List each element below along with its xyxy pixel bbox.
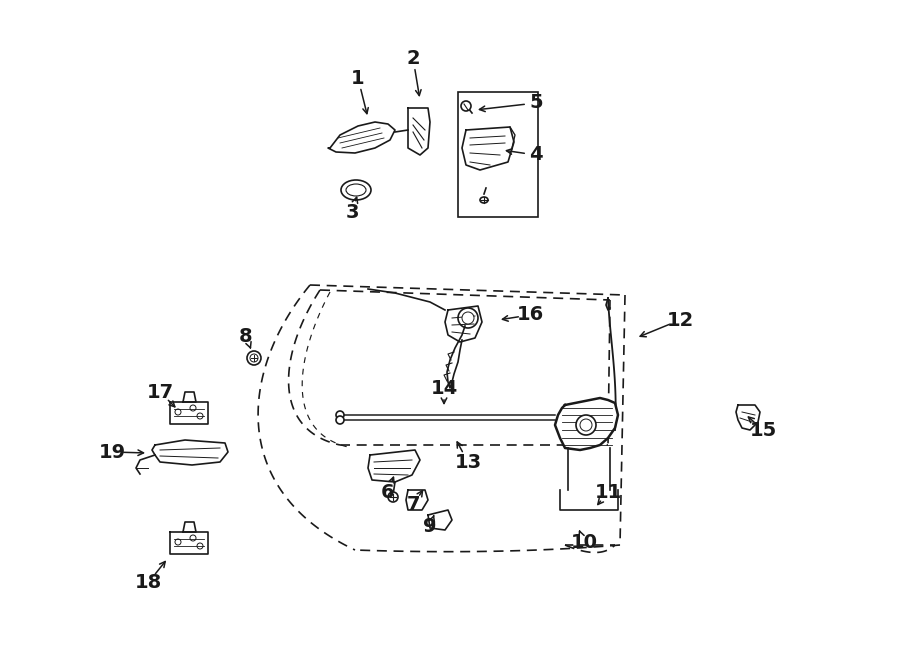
Text: 5: 5 [529,93,543,112]
Text: 17: 17 [147,383,174,401]
Ellipse shape [346,184,366,196]
Text: 1: 1 [351,69,364,87]
Circle shape [190,535,196,541]
Text: 14: 14 [430,379,457,397]
Circle shape [458,308,478,328]
Circle shape [576,415,596,435]
Circle shape [250,354,258,362]
Polygon shape [152,440,228,465]
Text: 12: 12 [666,311,694,329]
Polygon shape [170,532,208,554]
Text: 13: 13 [454,453,482,471]
Circle shape [388,492,398,502]
Polygon shape [555,398,618,450]
Polygon shape [445,306,482,342]
Polygon shape [462,127,514,170]
Text: 2: 2 [406,48,419,67]
Polygon shape [328,122,395,153]
Text: 8: 8 [239,327,253,346]
Polygon shape [368,450,420,482]
Text: 9: 9 [423,518,436,537]
Circle shape [197,413,203,419]
Circle shape [461,101,471,111]
Ellipse shape [341,180,371,200]
Circle shape [336,411,344,419]
Polygon shape [183,522,196,532]
Text: 7: 7 [406,496,419,514]
Circle shape [175,539,181,545]
Polygon shape [736,405,760,430]
Polygon shape [408,108,430,155]
Text: 15: 15 [750,420,777,440]
Text: 11: 11 [594,483,622,502]
Text: 6: 6 [382,483,395,502]
Circle shape [336,416,344,424]
Circle shape [197,543,203,549]
Polygon shape [183,392,196,402]
Bar [458,92,538,217]
Text: 3: 3 [346,202,359,221]
Polygon shape [428,510,452,530]
Circle shape [175,409,181,415]
Circle shape [247,351,261,365]
Text: 19: 19 [98,442,126,461]
Text: 16: 16 [517,305,544,325]
Text: 18: 18 [134,574,162,592]
Circle shape [462,312,474,324]
Polygon shape [406,490,428,510]
Ellipse shape [480,197,488,203]
Polygon shape [170,402,208,424]
Text: 4: 4 [529,145,543,165]
Circle shape [190,405,196,411]
Circle shape [580,419,592,431]
Text: 10: 10 [571,533,598,553]
